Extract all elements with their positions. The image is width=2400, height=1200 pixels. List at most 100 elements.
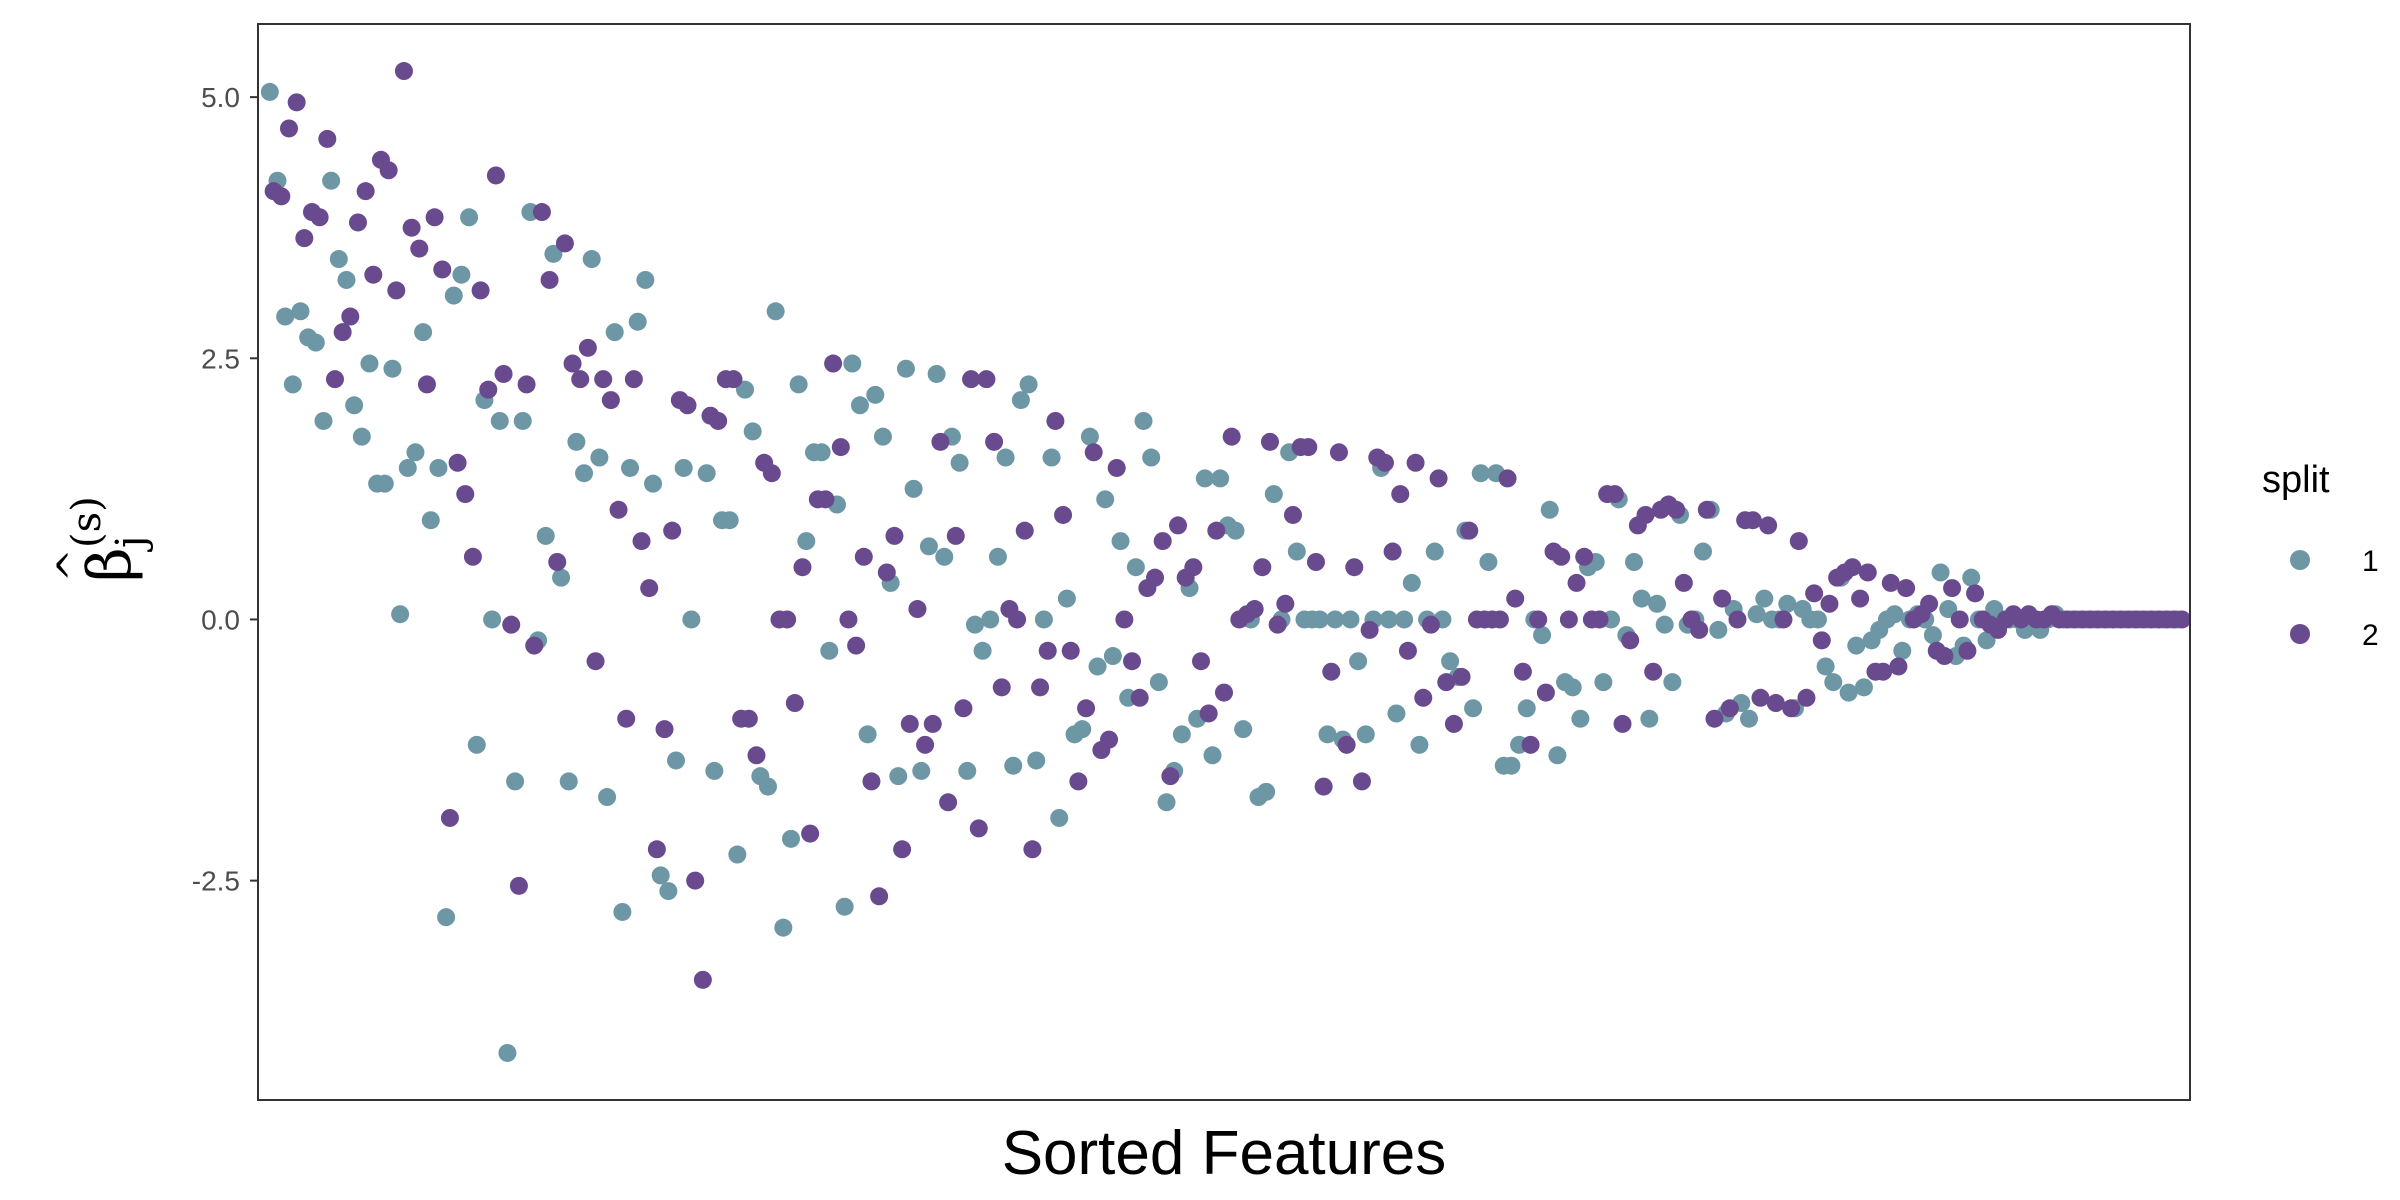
data-point-split-1 xyxy=(1341,610,1360,629)
data-point-split-1 xyxy=(406,443,425,462)
data-point-split-1 xyxy=(483,610,502,629)
data-point-split-1 xyxy=(736,380,754,399)
data-point-split-2 xyxy=(1383,542,1402,561)
data-point-split-1 xyxy=(467,735,486,754)
data-point-split-2 xyxy=(387,281,406,300)
legend: split 1 2 xyxy=(2262,459,2379,652)
data-point-split-2 xyxy=(1552,547,1571,566)
data-point-split-2 xyxy=(563,354,582,373)
data-point-split-2 xyxy=(762,464,781,483)
data-point-split-2 xyxy=(333,323,352,342)
data-point-split-2 xyxy=(992,678,1011,697)
data-point-split-2 xyxy=(1743,511,1762,530)
y-axis-title-symbol: β xyxy=(75,547,145,582)
data-point-split-2 xyxy=(364,265,383,284)
data-point-split-1 xyxy=(437,908,456,927)
data-point-split-2 xyxy=(1153,532,1172,551)
y-axis-title: β ^ j (s) xyxy=(50,496,154,582)
data-point-split-1 xyxy=(636,270,655,289)
data-point-split-2 xyxy=(1245,600,1264,619)
data-point-split-1 xyxy=(1111,532,1130,551)
data-point-split-1 xyxy=(598,788,617,807)
data-point-split-1 xyxy=(1287,542,1306,561)
data-point-split-1 xyxy=(1211,469,1230,488)
data-point-split-1 xyxy=(352,427,371,446)
data-point-split-1 xyxy=(605,323,624,342)
data-point-split-2 xyxy=(287,93,306,112)
data-point-split-2 xyxy=(318,129,337,148)
data-point-split-2 xyxy=(1414,688,1433,707)
data-point-split-1 xyxy=(1234,720,1253,739)
data-point-split-1 xyxy=(559,772,578,791)
data-point-split-2 xyxy=(1621,631,1640,650)
data-point-split-1 xyxy=(429,458,448,477)
data-point-split-1 xyxy=(904,479,923,498)
data-point-split-1 xyxy=(291,302,310,321)
data-point-split-1 xyxy=(667,751,686,770)
data-point-split-2 xyxy=(379,161,398,180)
data-point-split-2 xyxy=(816,490,835,509)
data-point-split-2 xyxy=(272,187,291,206)
data-point-split-2 xyxy=(1605,485,1624,504)
data-point-split-1 xyxy=(575,464,594,483)
plot-panel-border xyxy=(257,23,2191,1101)
data-point-split-1 xyxy=(1640,709,1659,728)
data-point-split-1 xyxy=(919,537,938,556)
data-point-split-1 xyxy=(1027,751,1046,770)
data-point-split-1 xyxy=(1778,594,1797,613)
data-point-split-2 xyxy=(463,547,482,566)
data-point-split-2 xyxy=(1697,500,1716,519)
data-point-split-1 xyxy=(912,761,931,780)
data-point-split-1 xyxy=(1395,610,1414,629)
data-point-split-1 xyxy=(1050,808,1069,827)
data-point-split-2 xyxy=(1529,610,1548,629)
data-point-split-2 xyxy=(847,636,866,655)
data-point-split-2 xyxy=(1782,699,1801,718)
data-point-split-2 xyxy=(1268,615,1287,634)
data-point-split-2 xyxy=(609,500,628,519)
data-point-split-2 xyxy=(440,808,459,827)
data-point-split-2 xyxy=(778,610,797,629)
data-point-split-1 xyxy=(1594,673,1613,692)
data-point-split-2 xyxy=(839,610,858,629)
data-point-split-1 xyxy=(644,474,663,493)
data-point-split-2 xyxy=(1644,662,1663,681)
data-point-split-2 xyxy=(410,239,429,258)
data-point-split-2 xyxy=(1789,532,1808,551)
data-point-split-1 xyxy=(674,458,693,477)
data-point-split-2 xyxy=(425,208,444,227)
data-point-split-1 xyxy=(889,767,908,786)
data-point-split-2 xyxy=(509,876,528,895)
data-point-split-2 xyxy=(801,824,820,843)
data-point-split-1 xyxy=(1625,553,1644,571)
data-point-split-2 xyxy=(1858,563,1877,582)
data-point-split-2 xyxy=(1690,620,1709,639)
data-point-split-1 xyxy=(720,511,739,530)
data-point-split-1 xyxy=(812,443,831,462)
data-point-split-1 xyxy=(1096,490,1115,509)
data-point-split-1 xyxy=(965,615,984,634)
y-tick-label: -2.5 xyxy=(192,866,240,897)
data-point-split-1 xyxy=(383,359,402,378)
data-point-split-1 xyxy=(329,250,348,269)
data-point-split-1 xyxy=(866,385,885,404)
data-point-split-1 xyxy=(1885,605,1904,624)
data-point-split-1 xyxy=(1149,673,1168,692)
data-point-split-2 xyxy=(1444,714,1463,733)
data-point-split-1 xyxy=(789,375,808,394)
data-point-split-1 xyxy=(973,641,992,660)
data-point-split-1 xyxy=(1816,657,1835,676)
data-point-split-1 xyxy=(1356,725,1375,744)
data-point-split-1 xyxy=(283,375,302,394)
data-point-split-1 xyxy=(1502,756,1521,775)
data-point-split-2 xyxy=(1636,505,1655,524)
data-point-split-1 xyxy=(1142,448,1161,467)
data-point-split-1 xyxy=(1571,709,1590,728)
data-point-split-2 xyxy=(1751,688,1770,707)
data-point-split-2 xyxy=(578,338,597,357)
data-point-split-2 xyxy=(1820,594,1839,613)
data-point-split-2 xyxy=(1897,579,1916,598)
data-point-split-1 xyxy=(1939,600,1958,619)
data-point-split-2 xyxy=(1054,505,1073,524)
